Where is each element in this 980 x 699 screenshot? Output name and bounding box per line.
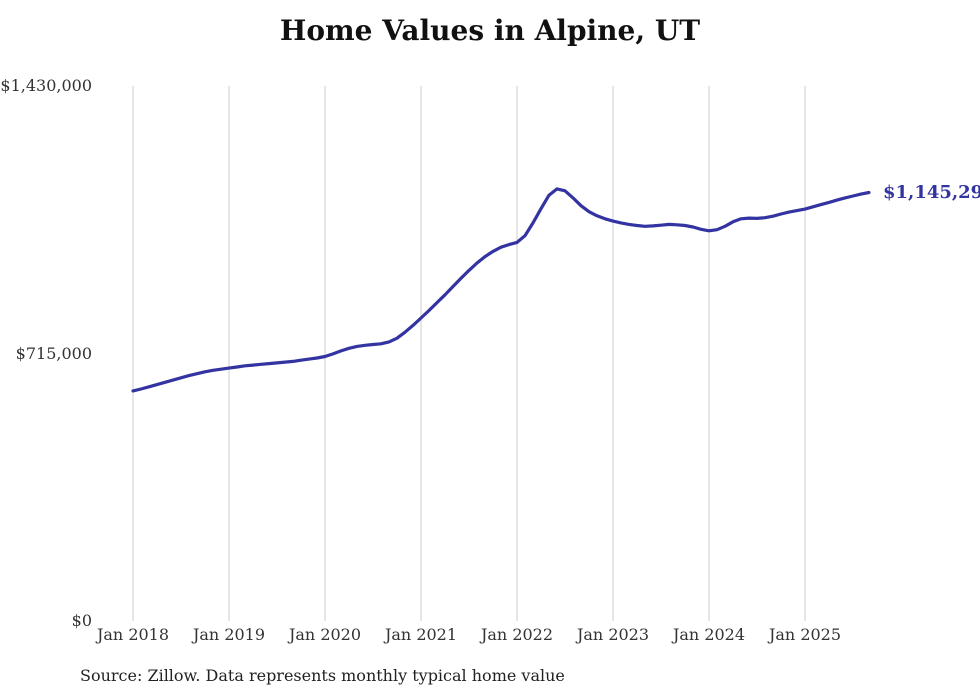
latest-value-label: $1,145,29 — [883, 181, 980, 203]
y-tick-label: $715,000 — [15, 343, 92, 363]
source-note: Source: Zillow. Data represents monthly … — [80, 666, 565, 685]
x-tick-label: Jan 2022 — [480, 625, 554, 644]
y-tick-label: $1,430,000 — [0, 76, 92, 95]
home-value-line — [131, 187, 871, 393]
x-tick-label: Jan 2021 — [384, 625, 458, 644]
y-tick-label: $0 — [71, 611, 92, 630]
chart-title: Home Values in Alpine, UT — [279, 14, 701, 47]
x-tick-label: Jan 2024 — [672, 625, 746, 644]
x-tick-label: Jan 2019 — [192, 625, 266, 644]
x-tick-label: Jan 2020 — [288, 625, 362, 644]
x-tick-label: Jan 2025 — [768, 625, 842, 644]
x-tick-label: Jan 2018 — [96, 625, 170, 644]
x-tick-label: Jan 2023 — [576, 625, 650, 644]
